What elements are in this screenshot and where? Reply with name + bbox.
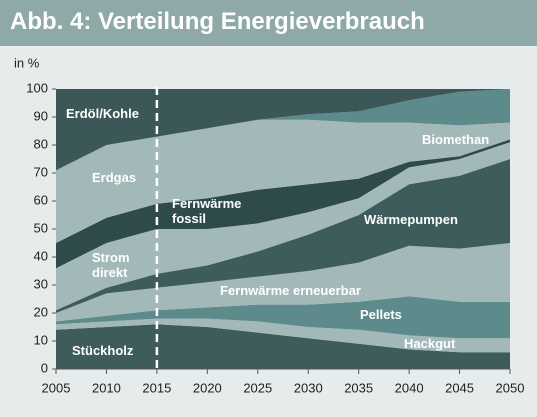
area (56, 89, 510, 171)
x-tick-label: 2040 (395, 380, 424, 395)
series-label: Stückholz (72, 343, 134, 358)
x-tick-label: 2005 (42, 380, 71, 395)
area (56, 296, 510, 339)
y-tick-label: 90 (34, 108, 48, 123)
x-tick-label: 2030 (294, 380, 323, 395)
title-bar (0, 0, 537, 46)
y-tick-label: 20 (34, 304, 48, 319)
y-tick-label: 70 (34, 164, 48, 179)
area (56, 159, 510, 313)
chart-title: Abb. 4: Verteilung Energieverbrauch (10, 8, 425, 35)
x-tick-label: 2025 (243, 380, 272, 395)
x-tick-label: 2015 (142, 380, 171, 395)
series-label: Erdöl/Kohle (66, 106, 139, 121)
y-tick-label: 60 (34, 192, 48, 207)
area (56, 89, 510, 171)
y-tick-label: 80 (34, 136, 48, 151)
series-label: Wärmepumpen (364, 212, 458, 227)
y-tick-label: 0 (41, 360, 48, 375)
y-tick-label: 30 (34, 276, 48, 291)
area (56, 318, 510, 353)
area (56, 119, 510, 243)
series-label: Erdgas (92, 170, 137, 185)
y-tick-label: 50 (34, 220, 48, 235)
area (56, 142, 510, 311)
series-label: Pellets (360, 307, 402, 322)
x-tick-label: 2020 (193, 380, 222, 395)
x-tick-label: 2035 (344, 380, 373, 395)
y-tick-label: 100 (26, 80, 48, 95)
x-tick-label: 2050 (496, 380, 525, 395)
series-label: Fernwärme fossil (172, 196, 242, 226)
y-tick-label: 40 (34, 248, 48, 263)
series-label: Hackgut (404, 336, 456, 351)
series-label: Strom direkt (92, 250, 130, 280)
y-axis-label: in % (14, 55, 40, 70)
area (56, 243, 510, 322)
area (56, 324, 510, 369)
series-label: Fernwärme erneuerbar (220, 283, 361, 298)
x-tick-label: 2010 (92, 380, 121, 395)
x-tick-label: 2045 (445, 380, 474, 395)
area (56, 139, 510, 269)
series-label: Biomethan (422, 132, 490, 147)
y-tick-label: 10 (34, 332, 48, 347)
